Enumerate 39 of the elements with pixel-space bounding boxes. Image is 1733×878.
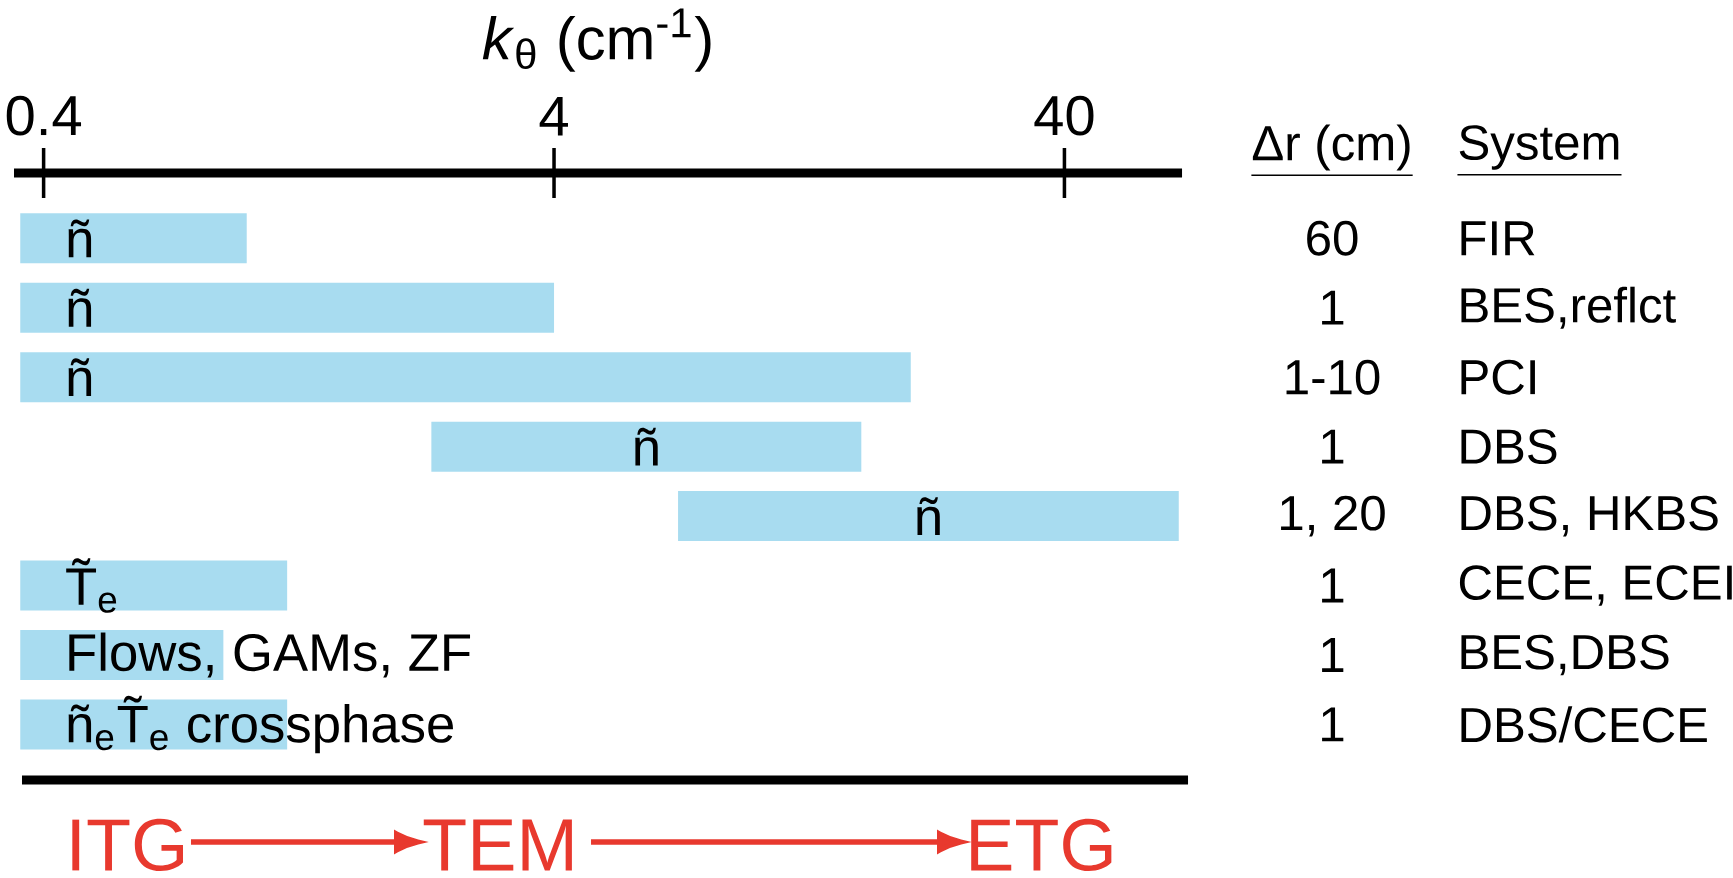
- y-tick-label: ñ: [68, 358, 92, 397]
- text: ETG: [971, 818, 1112, 872]
- text: 1: [1322, 707, 1344, 742]
- text: DBS: [1461, 429, 1557, 465]
- y-tick-label: ñ: [917, 497, 940, 535]
- bar: [20, 352, 911, 403]
- text: DBS, HKBS: [1461, 495, 1718, 537]
- y-tick-label: Flows, GAMs, ZF: [69, 632, 471, 678]
- text: 1-10: [1286, 359, 1380, 395]
- text: BES,DBS: [1461, 634, 1669, 676]
- x-tick-label: 4: [539, 96, 568, 136]
- text: BES,reflct: [1461, 286, 1676, 329]
- bar: [20, 282, 555, 333]
- text: Δr (cm): [1252, 124, 1410, 171]
- text: PCI: [1461, 359, 1535, 395]
- text: 1, 20: [1281, 495, 1385, 537]
- bar: [20, 560, 288, 611]
- x-tick-label: 0.4: [6, 95, 82, 136]
- y-tick-label: T̃$_{e}$: [66, 558, 117, 613]
- bar: [20, 213, 247, 264]
- text: 1: [1322, 290, 1344, 325]
- text: 60: [1307, 220, 1358, 256]
- x-axis-title: k$_{θ}$ (cm$^{-1}$): [482, 8, 711, 72]
- y-tick-label: ñ: [68, 288, 92, 327]
- text: FIR: [1461, 221, 1535, 256]
- text: ITG: [72, 818, 183, 872]
- y-tick-label: ñ$_{e}$T̃$_{e}$ crossphase: [68, 695, 453, 754]
- bar: [431, 421, 862, 472]
- text: 1: [1322, 568, 1344, 603]
- bar: [678, 491, 1179, 542]
- text: System: [1459, 125, 1619, 170]
- text: 1: [1322, 429, 1344, 464]
- text: DBS/CECE: [1461, 706, 1707, 743]
- y-tick-label: ñ: [635, 427, 658, 466]
- text: TEM: [423, 819, 572, 871]
- text: 1: [1322, 638, 1344, 672]
- y-tick-label: ñ: [68, 219, 92, 258]
- text: CECE, ECEI: [1459, 565, 1732, 606]
- x-tick-label: 40: [1034, 95, 1094, 136]
